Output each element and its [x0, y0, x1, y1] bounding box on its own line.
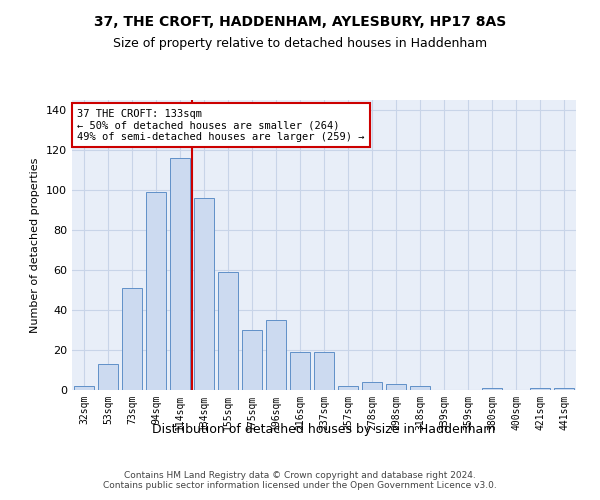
Bar	[290, 352, 310, 390]
Bar	[314, 352, 334, 390]
Bar	[122, 288, 142, 390]
Bar	[338, 386, 358, 390]
Text: Contains HM Land Registry data © Crown copyright and database right 2024.
Contai: Contains HM Land Registry data © Crown c…	[103, 470, 497, 490]
Bar	[410, 386, 430, 390]
Bar	[362, 382, 382, 390]
Bar	[194, 198, 214, 390]
Bar	[242, 330, 262, 390]
Bar	[266, 320, 286, 390]
Text: Size of property relative to detached houses in Haddenham: Size of property relative to detached ho…	[113, 38, 487, 51]
Bar	[386, 384, 406, 390]
Bar	[218, 272, 238, 390]
Text: 37, THE CROFT, HADDENHAM, AYLESBURY, HP17 8AS: 37, THE CROFT, HADDENHAM, AYLESBURY, HP1…	[94, 15, 506, 29]
Bar	[98, 364, 118, 390]
Bar	[170, 158, 190, 390]
Text: 37 THE CROFT: 133sqm
← 50% of detached houses are smaller (264)
49% of semi-deta: 37 THE CROFT: 133sqm ← 50% of detached h…	[77, 108, 365, 142]
Bar	[146, 192, 166, 390]
Y-axis label: Number of detached properties: Number of detached properties	[31, 158, 40, 332]
Bar	[530, 388, 550, 390]
Bar	[74, 386, 94, 390]
Bar	[482, 388, 502, 390]
Text: Distribution of detached houses by size in Haddenham: Distribution of detached houses by size …	[152, 422, 496, 436]
Bar	[554, 388, 574, 390]
